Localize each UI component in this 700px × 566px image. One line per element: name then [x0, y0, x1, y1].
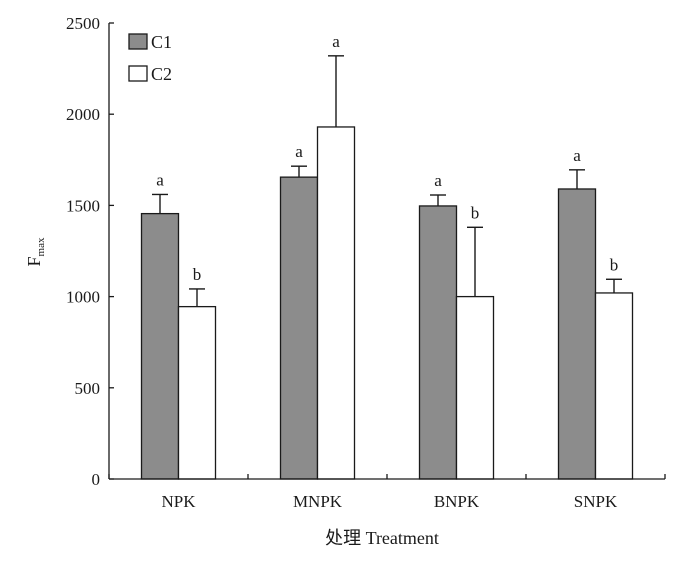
bar-c2-npk — [177, 305, 217, 480]
bar-c2-snpk — [594, 292, 634, 480]
legend-swatch-c1 — [128, 33, 148, 50]
significance-label: a — [295, 142, 303, 161]
y-tick-label: 2000 — [66, 105, 100, 124]
significance-label: b — [610, 255, 619, 274]
y-tick-label: 500 — [75, 379, 101, 398]
y-tick-label: 2500 — [66, 14, 100, 33]
significance-labels-layer: a b a a a b a b — [156, 32, 618, 284]
legend-label-c1: C1 — [151, 32, 172, 52]
legend-label-c2: C2 — [151, 64, 172, 84]
bar-c2-bnpk — [455, 295, 495, 480]
bar-c2-mnpk — [316, 126, 356, 480]
category-label-npk: NPK — [161, 492, 196, 511]
x-ticks-layer: NPK MNPK BNPK SNPK — [108, 474, 666, 511]
category-label-bnpk: BNPK — [434, 492, 480, 511]
legend: C1 C2 — [128, 32, 172, 84]
significance-label: a — [332, 32, 340, 51]
bar-c1-snpk — [557, 188, 597, 480]
y-tick-label: 1000 — [66, 288, 100, 307]
significance-label: b — [193, 265, 202, 284]
legend-swatch-c2 — [128, 65, 148, 82]
significance-label: a — [434, 171, 442, 190]
bar-c1-mnpk — [279, 176, 319, 480]
y-tick-label: 1500 — [66, 196, 100, 215]
significance-label: a — [156, 170, 164, 189]
significance-label: b — [471, 203, 480, 222]
bar-c1-bnpk — [418, 205, 458, 480]
y-tick-label: 0 — [92, 470, 101, 489]
category-label-mnpk: MNPK — [293, 492, 343, 511]
bars-layer — [140, 126, 634, 480]
bar-c1-npk — [140, 212, 180, 480]
y-axis-title-subscript: max — [35, 237, 47, 256]
error-bars-layer — [152, 55, 622, 307]
y-ticks-layer: 0 500 1000 1500 2000 2500 — [66, 14, 114, 489]
x-axis-title: 处理 Treatment — [325, 528, 439, 548]
y-axis-title: Fmax — [24, 237, 47, 266]
significance-label: a — [573, 146, 581, 165]
category-label-snpk: SNPK — [574, 492, 618, 511]
